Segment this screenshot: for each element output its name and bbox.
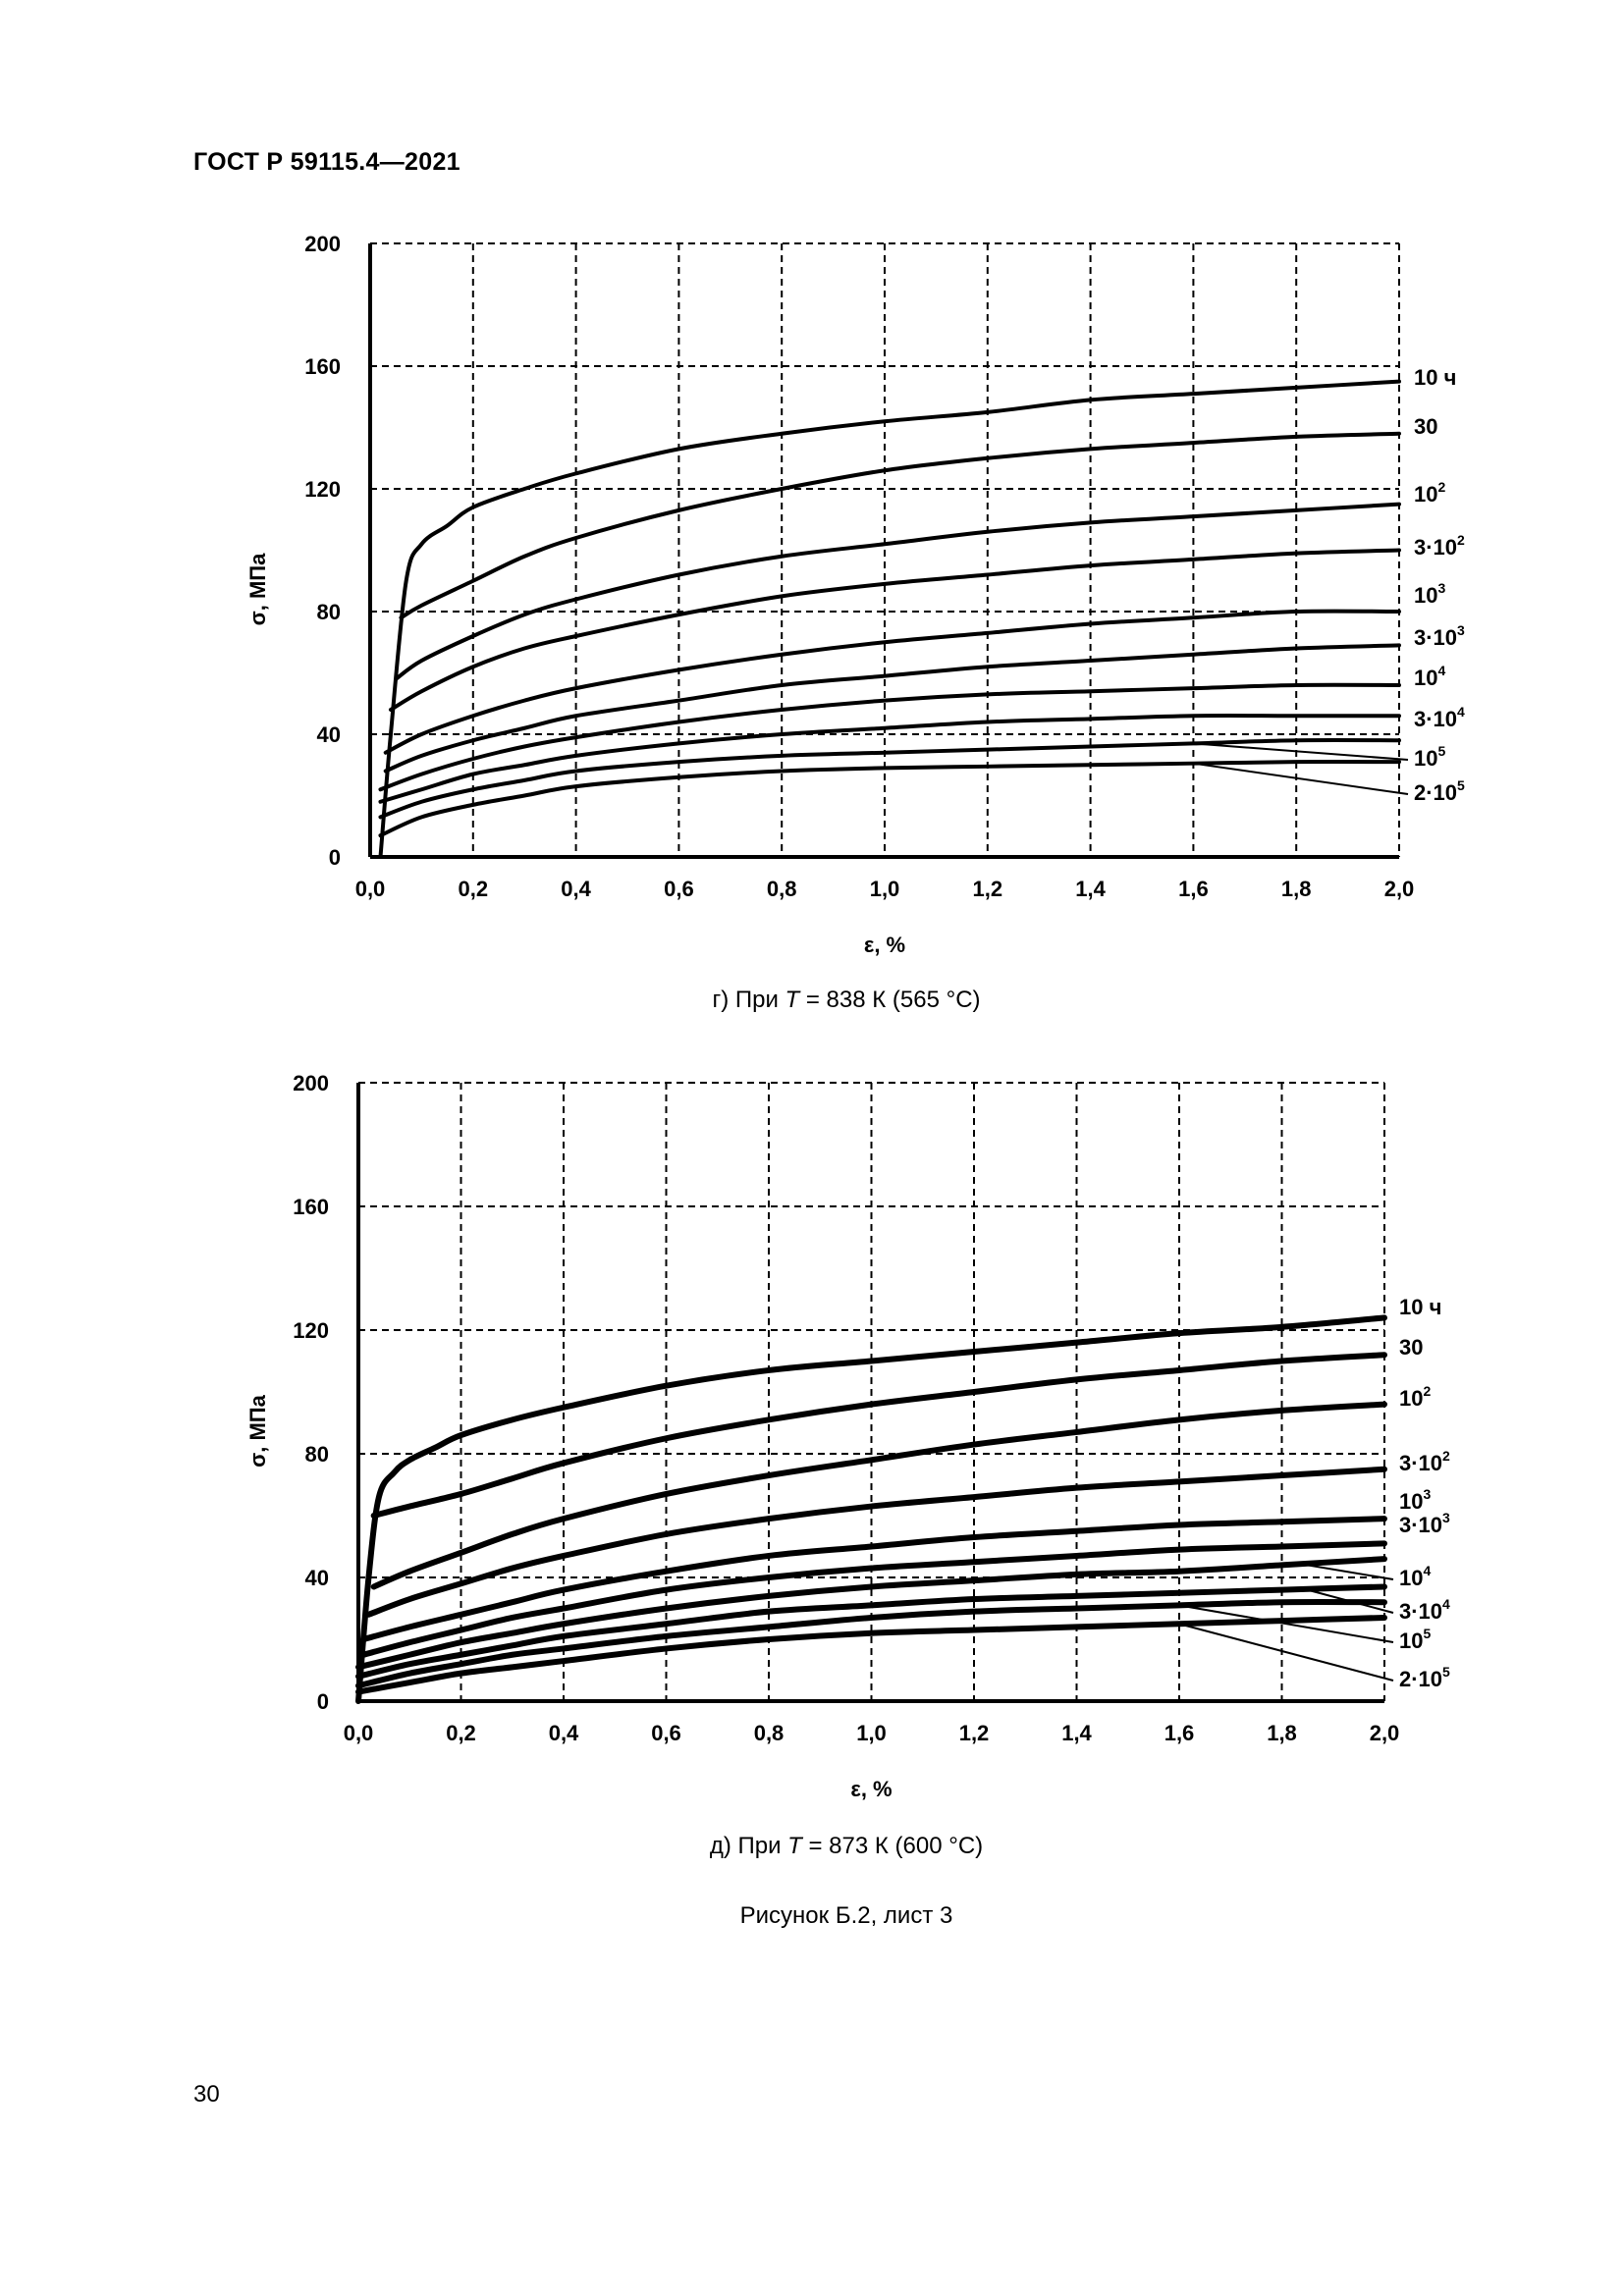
x-tick-label: 0,0 — [355, 877, 386, 901]
series-label: 3·103 — [1399, 1510, 1450, 1537]
series-label: 104 — [1399, 1563, 1431, 1590]
series-label: 105 — [1399, 1626, 1431, 1653]
chart-caption-873K: д) При T = 873 К (600 °C) — [34, 1833, 1624, 1860]
series-leader-line — [1193, 742, 1409, 761]
x-tick-label: 1,8 — [1281, 877, 1312, 901]
series-line — [370, 1352, 1387, 1519]
series-label: 103 — [1399, 1486, 1431, 1514]
series-line — [378, 714, 1401, 804]
x-tick-label: 1,0 — [856, 1721, 887, 1745]
series-leader-line — [1193, 762, 1409, 795]
caption-rest: = 838 К (565 °C) — [799, 987, 981, 1013]
series-line — [378, 682, 1401, 792]
series-line — [378, 738, 1401, 820]
grid — [358, 1082, 1385, 1701]
y-tick-label: 0 — [317, 1689, 329, 1714]
series-label: 105 — [1414, 743, 1445, 771]
series-label: 3·102 — [1414, 532, 1465, 560]
x-tick-label: 1,4 — [1061, 1721, 1092, 1745]
series-line — [383, 643, 1401, 774]
series-line — [360, 1516, 1387, 1642]
series-label: 3·102 — [1399, 1448, 1450, 1475]
x-tick-label: 0,0 — [344, 1721, 374, 1745]
y-axis-label: σ, МПа — [245, 1394, 270, 1467]
x-tick-label: 1,6 — [1164, 1721, 1195, 1745]
series-label: 3·103 — [1414, 622, 1465, 650]
series-line — [378, 760, 1401, 838]
document-header: ГОСТ Р 59115.4—2021 — [193, 148, 460, 176]
figure-caption: Рисунок Б.2, лист 3 — [739, 1902, 953, 1929]
series-label: 3·104 — [1414, 704, 1465, 731]
x-tick-label: 1,2 — [973, 877, 1003, 901]
x-tick-label: 1,6 — [1178, 877, 1209, 901]
series-label: 2·105 — [1399, 1664, 1450, 1691]
chart-873K: 0,0 0,2 0,4 0,6 0,8 1,0 1,2 1,4 1,6 1,8 2,0 0 40 80 12… — [245, 1071, 1450, 1801]
y-axis-label: σ, МПа — [245, 553, 270, 625]
y-tick-label: 120 — [304, 477, 341, 502]
x-tick-label: 0,6 — [651, 1721, 681, 1745]
y-tick-label: 200 — [304, 232, 341, 256]
series-line — [355, 1556, 1387, 1671]
y-tick-label: 80 — [317, 600, 341, 624]
page-number: 30 — [193, 2081, 220, 2108]
x-tick-label: 1,4 — [1075, 877, 1106, 901]
series-label: 2·105 — [1414, 777, 1465, 805]
series-line — [355, 1614, 1387, 1695]
y-tick-label: 40 — [305, 1566, 329, 1590]
series-label: 10 ч — [1414, 365, 1456, 390]
x-tick-label: 0,8 — [754, 1721, 785, 1745]
series-label: 103 — [1414, 580, 1445, 608]
y-tick-label: 200 — [293, 1071, 329, 1095]
x-tick-label: 0,8 — [767, 877, 797, 901]
caption-var: T — [785, 987, 800, 1013]
series-line — [378, 379, 1401, 859]
x-tick-label: 0,2 — [446, 1721, 476, 1745]
x-tick-label: 1,8 — [1267, 1721, 1297, 1745]
x-tick-label: 0,4 — [549, 1721, 579, 1745]
x-tick-label: 0,4 — [561, 877, 591, 901]
series-line — [399, 431, 1401, 620]
caption-var: T — [787, 1833, 802, 1859]
x-axis-label: ε, % — [864, 933, 905, 957]
series-leader-line — [1178, 1623, 1394, 1682]
y-tick-label: 80 — [305, 1442, 329, 1467]
series-label: 102 — [1414, 479, 1445, 507]
series-line — [355, 1314, 1387, 1704]
series-line — [394, 502, 1401, 681]
y-tick-label: 40 — [317, 722, 341, 747]
series-leader-line — [1178, 1604, 1394, 1643]
x-tick-label: 2,0 — [1384, 877, 1415, 901]
y-tick-label: 160 — [293, 1195, 329, 1219]
series-line — [383, 609, 1401, 755]
chart-caption-838K: г) При T = 838 К (565 °C) — [34, 987, 1624, 1014]
series-line — [355, 1598, 1387, 1689]
series-line — [355, 1583, 1387, 1680]
caption-prefix: д) При — [709, 1833, 788, 1859]
caption-prefix: г) При — [712, 987, 785, 1013]
series-label: 10 ч — [1399, 1295, 1441, 1319]
x-tick-label: 2,0 — [1370, 1721, 1400, 1745]
y-tick-label: 120 — [293, 1318, 329, 1343]
series-label: 30 — [1399, 1335, 1423, 1360]
chart-838K: 0,0 0,2 0,4 0,6 0,8 1,0 1,2 1,4 1,6 1,8 2,0 0 40 80 12… — [245, 232, 1465, 957]
series-label: 104 — [1414, 663, 1445, 690]
x-tick-label: 0,6 — [664, 877, 694, 901]
x-tick-label: 1,2 — [959, 1721, 990, 1745]
x-tick-label: 1,0 — [870, 877, 900, 901]
series-line — [360, 1540, 1387, 1658]
x-axis-label: ε, % — [850, 1777, 892, 1801]
x-tick-label: 0,2 — [459, 877, 489, 901]
series-line — [365, 1466, 1387, 1618]
series-label: 30 — [1414, 414, 1437, 439]
series-label: 102 — [1399, 1383, 1431, 1411]
y-tick-label: 0 — [329, 845, 341, 870]
series-line — [370, 1401, 1387, 1590]
series-label: 3·104 — [1399, 1596, 1450, 1624]
y-tick-label: 160 — [304, 354, 341, 379]
series-line — [388, 548, 1401, 712]
series-leader-line — [1307, 1564, 1394, 1580]
caption-rest: = 873 К (600 °C) — [801, 1833, 984, 1859]
